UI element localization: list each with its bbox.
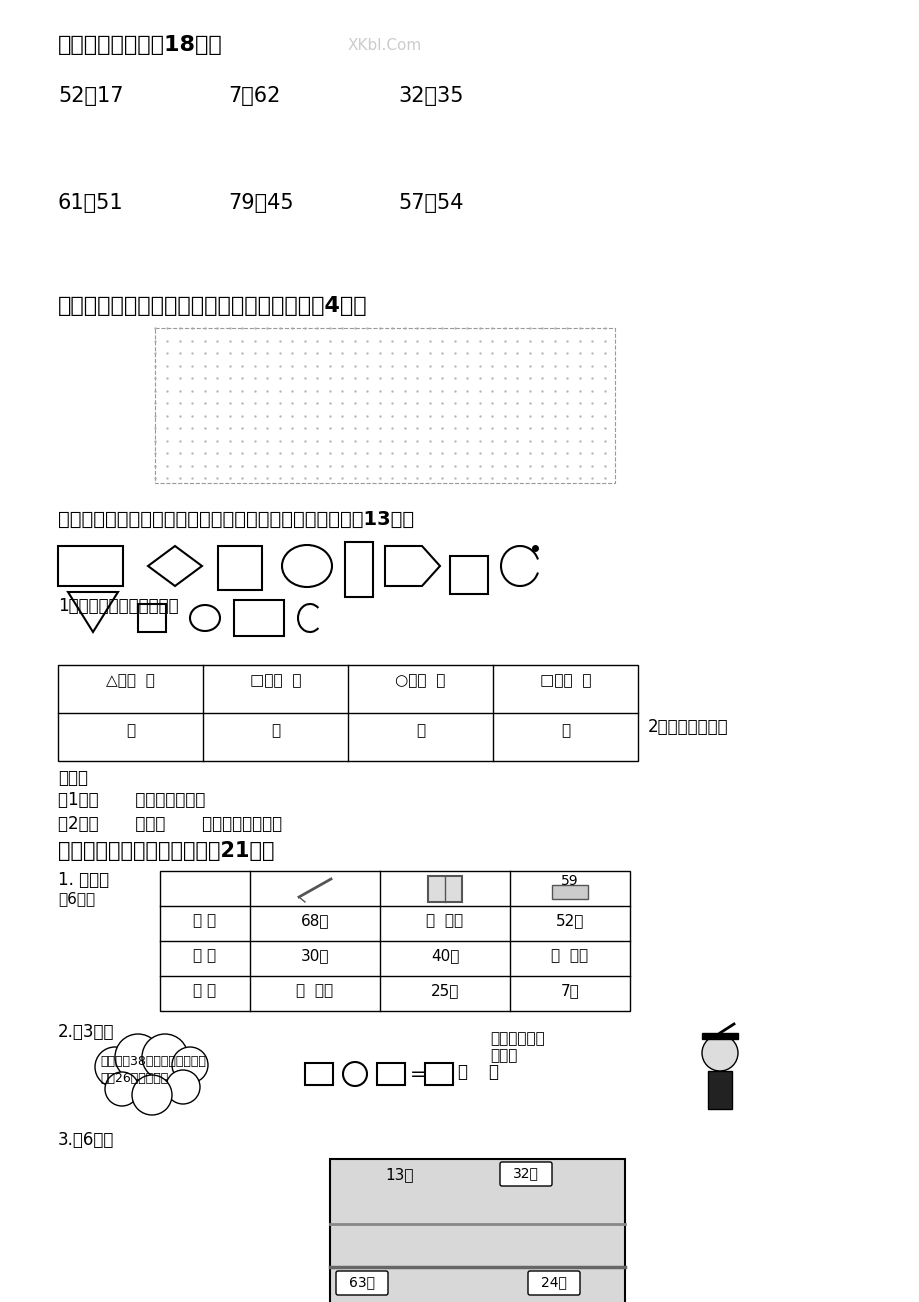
Circle shape — [131, 1075, 172, 1115]
Polygon shape — [384, 546, 439, 586]
Text: 7把: 7把 — [560, 983, 579, 999]
Text: 3.（6分）: 3.（6分） — [58, 1131, 114, 1148]
Text: 她已经看了多: 她已经看了多 — [490, 1031, 544, 1046]
Text: 二、列竖式计算（18分）: 二、列竖式计算（18分） — [58, 35, 222, 55]
Circle shape — [95, 1047, 135, 1087]
Text: （6分）: （6分） — [58, 891, 95, 906]
Text: 少页？: 少页？ — [490, 1048, 516, 1062]
Text: 个: 个 — [126, 723, 135, 738]
Text: △有（  ）: △有（ ） — [106, 673, 154, 687]
Bar — [233, 600, 284, 635]
Text: 三、在方格纸上画一个正方形和一个长方形（4分）: 三、在方格纸上画一个正方形和一个长方形（4分） — [58, 296, 368, 316]
Ellipse shape — [190, 605, 220, 631]
Bar — [138, 604, 165, 631]
Text: 52把: 52把 — [555, 913, 584, 928]
Text: 32元: 32元 — [513, 1167, 539, 1180]
Text: 68枝: 68枝 — [301, 913, 329, 928]
Text: 个: 个 — [270, 723, 279, 738]
Text: 2．根据统计表填: 2．根据统计表填 — [647, 717, 728, 736]
Polygon shape — [68, 592, 118, 631]
Bar — [218, 546, 262, 590]
Text: 这本书有38页，看了一些后，: 这本书有38页，看了一些后， — [100, 1055, 206, 1068]
Text: （1）（       ）的个数最少。: （1）（ ）的个数最少。 — [58, 792, 205, 809]
Text: 63元: 63元 — [348, 1275, 375, 1289]
Text: （  ）本: （ ）本 — [426, 913, 463, 928]
Text: （    ）: （ ） — [458, 1062, 498, 1081]
Text: 40本: 40本 — [430, 948, 459, 963]
Text: （2）（       ）和（       ）的个数一样多。: （2）（ ）和（ ）的个数一样多。 — [58, 815, 282, 833]
Bar — [449, 556, 487, 594]
FancyBboxPatch shape — [499, 1161, 551, 1186]
Bar — [425, 1062, 452, 1085]
Circle shape — [701, 1035, 737, 1072]
Text: 7＋62: 7＋62 — [228, 86, 280, 105]
Text: 32＋35: 32＋35 — [398, 86, 463, 105]
Bar — [305, 1062, 333, 1085]
Text: 57－54: 57－54 — [398, 193, 463, 214]
Text: 个: 个 — [415, 723, 425, 738]
Bar — [330, 1159, 624, 1302]
Text: 1. 填表。: 1. 填表。 — [58, 871, 109, 889]
Text: 13元: 13元 — [385, 1167, 414, 1182]
Text: 24元: 24元 — [540, 1275, 566, 1289]
Bar — [551, 885, 587, 898]
FancyBboxPatch shape — [335, 1271, 388, 1295]
Bar — [345, 542, 372, 598]
Text: □有（  ）: □有（ ） — [539, 673, 591, 687]
Circle shape — [142, 1034, 187, 1079]
Text: 1．用你喜欢的方法统计。: 1．用你喜欢的方法统计。 — [58, 598, 178, 615]
Bar — [58, 546, 123, 586]
Circle shape — [343, 1062, 367, 1086]
Bar — [58, 665, 637, 760]
Text: 一填。: 一填。 — [58, 769, 88, 786]
Text: 25本: 25本 — [430, 983, 459, 999]
Bar — [427, 876, 461, 902]
Text: 五、走进生活，解决问题。（21分）: 五、走进生活，解决问题。（21分） — [58, 841, 274, 861]
Bar — [701, 1032, 737, 1039]
Text: XKbl.Com: XKbl.Com — [347, 38, 422, 53]
Circle shape — [172, 1047, 208, 1083]
FancyBboxPatch shape — [528, 1271, 579, 1295]
Text: =: = — [410, 1065, 426, 1085]
Bar — [160, 871, 630, 1010]
Circle shape — [115, 1034, 161, 1079]
Text: 52＋17: 52＋17 — [58, 86, 123, 105]
Text: （  ）把: （ ）把 — [550, 948, 588, 963]
Polygon shape — [148, 546, 202, 586]
Text: 还有26页没有看。: 还有26页没有看。 — [100, 1072, 168, 1085]
Text: 还 剩: 还 剩 — [193, 983, 216, 999]
Text: 四、看到下面这么多图形，你想把它们分类统计出来吗？（13分）: 四、看到下面这么多图形，你想把它们分类统计出来吗？（13分） — [58, 510, 414, 529]
Text: 61－51: 61－51 — [58, 193, 123, 214]
Ellipse shape — [282, 546, 332, 587]
Text: 30枝: 30枝 — [301, 948, 329, 963]
Bar — [708, 1072, 732, 1109]
Text: （  ）枝: （ ）枝 — [296, 983, 334, 999]
Text: 59: 59 — [561, 874, 578, 888]
Bar — [154, 328, 614, 483]
Circle shape — [165, 1070, 199, 1104]
Text: 原 有: 原 有 — [193, 913, 216, 928]
Text: 个: 个 — [561, 723, 570, 738]
Text: 79－45: 79－45 — [228, 193, 293, 214]
Circle shape — [105, 1072, 139, 1105]
Text: 卖 掉: 卖 掉 — [193, 948, 216, 963]
Text: □有（  ）: □有（ ） — [249, 673, 301, 687]
Bar — [377, 1062, 404, 1085]
Text: 2.（3分）: 2.（3分） — [58, 1023, 114, 1042]
Text: ○有（  ）: ○有（ ） — [395, 673, 445, 687]
